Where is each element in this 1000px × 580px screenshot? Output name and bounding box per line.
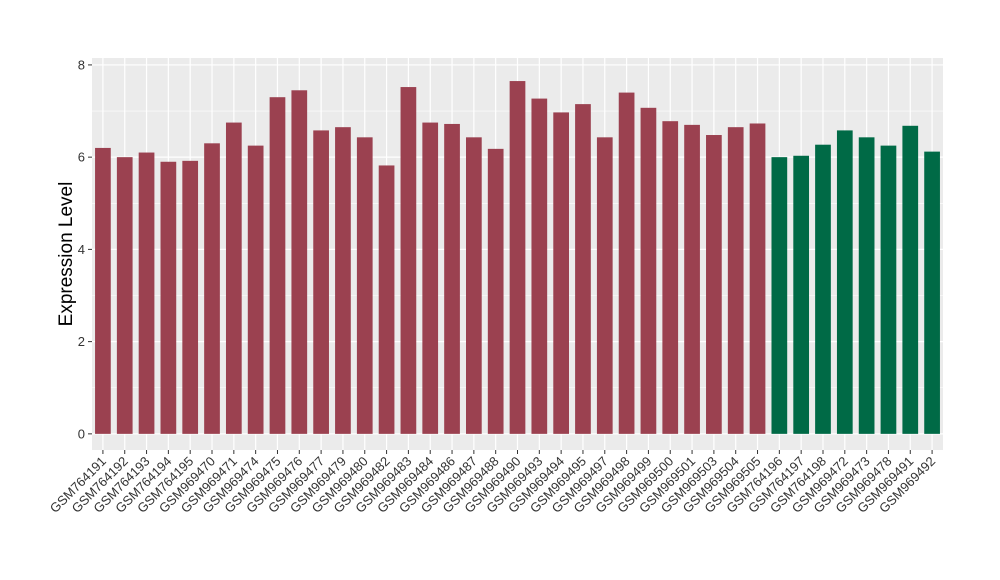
bar-GSM969480: [356, 137, 373, 434]
bar-GSM969493: [531, 98, 548, 434]
bar-GSM764191: [95, 147, 111, 434]
bar-GSM969486: [444, 123, 460, 434]
bar-GSM969497: [596, 137, 613, 434]
bar-GSM969474: [247, 145, 264, 434]
y-tick-label: 0: [78, 426, 85, 441]
bar-GSM969488: [487, 148, 504, 434]
bar-GSM764198: [815, 144, 831, 434]
bar-GSM969498: [618, 92, 635, 434]
bar-GSM969471: [225, 122, 242, 434]
bar-GSM764193: [138, 152, 155, 434]
bar-GSM969490: [509, 81, 526, 434]
bar-GSM764192: [116, 157, 133, 434]
bar-GSM764196: [771, 157, 788, 434]
bar-GSM969504: [727, 127, 744, 434]
bar-GSM969484: [422, 122, 439, 434]
bar-GSM969503: [706, 135, 722, 434]
x-axis: GSM764191GSM764192GSM764193GSM764194GSM7…: [47, 450, 938, 516]
bar-GSM969491: [902, 125, 919, 434]
bar-GSM764194: [160, 161, 177, 434]
bar-GSM969482: [378, 165, 395, 434]
y-tick-label: 4: [78, 242, 85, 257]
y-tick-label: 2: [78, 334, 85, 349]
y-axis: 0 2 4 6 8: [78, 57, 92, 441]
bar-GSM969479: [335, 127, 351, 434]
bar-GSM969476: [291, 90, 308, 434]
y-axis-title: Expression Level: [56, 182, 77, 327]
bar-GSM764195: [182, 160, 199, 434]
bar-GSM969470: [204, 143, 220, 434]
bar-GSM969477: [313, 130, 329, 434]
bars: [95, 81, 940, 434]
bar-GSM969499: [640, 107, 657, 434]
bar-GSM969483: [400, 87, 417, 434]
bar-GSM969495: [575, 104, 591, 434]
bar-GSM969472: [836, 130, 853, 434]
bar-GSM969501: [684, 124, 700, 434]
bar-GSM969487: [466, 137, 482, 434]
y-tick-label: 8: [78, 57, 85, 72]
bar-GSM969473: [858, 137, 875, 434]
bar-GSM969505: [749, 123, 766, 434]
bar-GSM969492: [924, 151, 940, 434]
y-tick-label: 6: [78, 150, 85, 165]
bar-GSM969475: [269, 97, 286, 434]
bar-GSM969494: [553, 112, 569, 434]
bar-GSM969478: [880, 145, 897, 434]
bar-GSM969500: [662, 121, 679, 434]
bar-GSM764197: [793, 155, 810, 434]
